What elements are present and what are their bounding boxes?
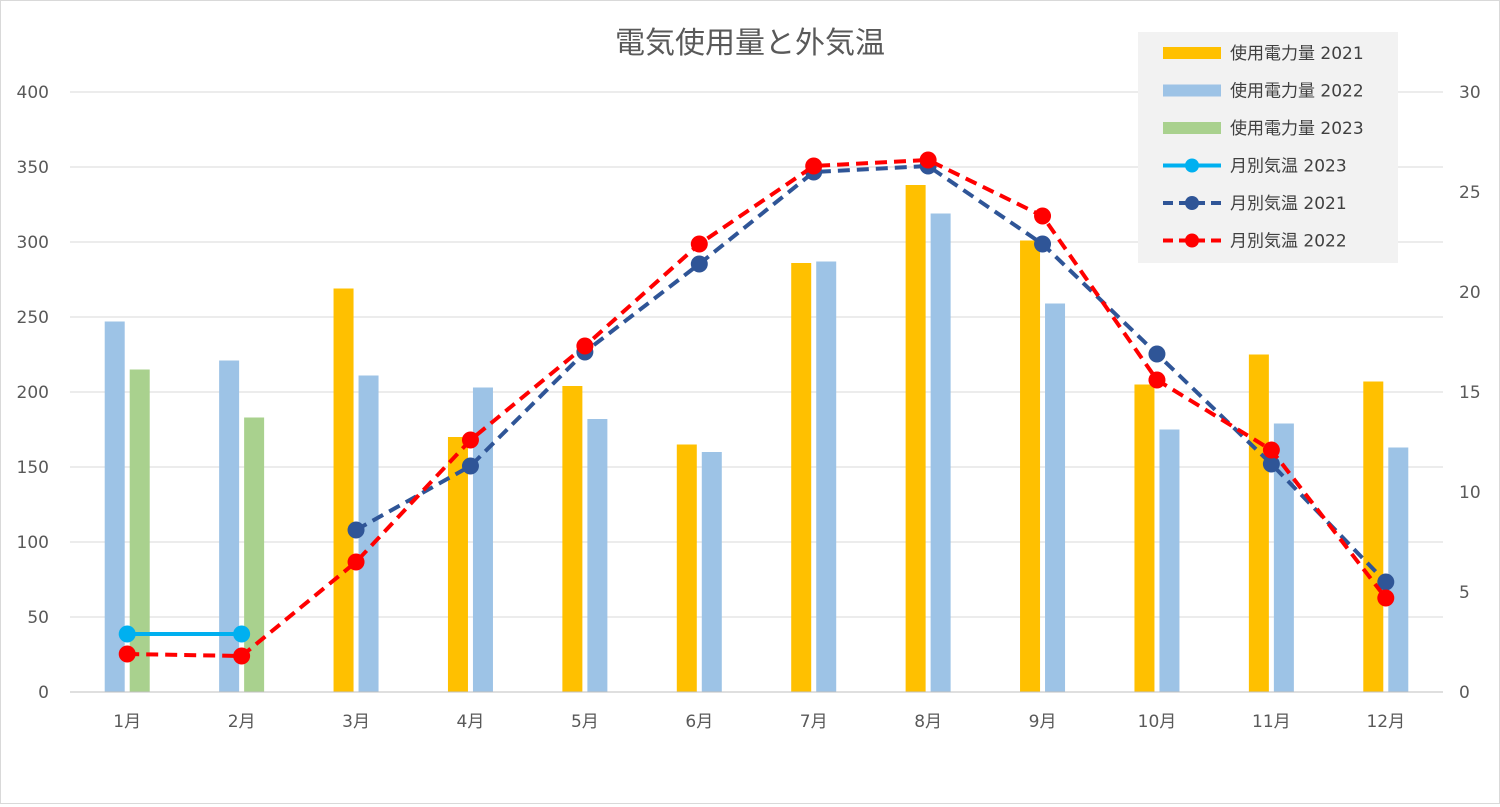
data-point	[347, 521, 365, 539]
right-axis-tick-label: 15	[1459, 383, 1481, 403]
data-point	[1034, 235, 1052, 253]
gridlines	[70, 91, 1443, 693]
left-axis-tick-label: 150	[17, 458, 49, 478]
right-axis-tick-label: 5	[1459, 583, 1470, 603]
bar	[104, 321, 125, 692]
bar	[1273, 423, 1294, 692]
bar	[930, 213, 951, 692]
left-axis-tick-label: 350	[17, 158, 49, 178]
x-axis-tick-label: 10月	[1138, 712, 1177, 732]
x-axis: 1月 2月 3月 4月 5月 6月 7月 8月 9月 10月 11月 12月	[70, 691, 1443, 732]
bar	[1388, 447, 1409, 692]
bar	[219, 360, 240, 692]
right-axis-tick-label: 20	[1459, 283, 1481, 303]
x-axis-tick-label: 5月	[571, 712, 599, 732]
temperature-lines	[118, 151, 1395, 665]
right-axis-tick-label: 10	[1459, 483, 1481, 503]
legend: 使用電力量 2021 使用電力量 2022 使用電力量 2023 月別気温 2023 月…	[1138, 32, 1398, 263]
bar	[587, 419, 608, 692]
bar	[1248, 354, 1269, 692]
data-point	[690, 255, 708, 273]
legend-background	[1138, 32, 1398, 263]
bar	[447, 437, 468, 692]
x-axis-tick-label: 2月	[228, 712, 256, 732]
right-axis-tick-label: 0	[1459, 683, 1470, 703]
bar	[244, 417, 265, 692]
bar	[1363, 381, 1384, 692]
legend-marker	[1185, 196, 1199, 210]
data-point	[233, 647, 251, 665]
right-y-axis: 0 5 10 15 20 25 30	[1459, 83, 1481, 703]
bar	[1045, 303, 1066, 692]
data-point	[919, 151, 937, 169]
x-axis-tick-label: 1月	[113, 712, 141, 732]
bar	[562, 386, 583, 692]
bar	[333, 288, 354, 692]
bar	[905, 185, 926, 692]
x-axis-tick-label: 12月	[1366, 712, 1405, 732]
chart-title: 電気使用量と外気温	[615, 26, 885, 61]
x-axis-tick-label: 11月	[1252, 712, 1291, 732]
legend-marker	[1185, 158, 1199, 173]
x-axis-tick-label: 7月	[800, 712, 828, 732]
legend-label: 月別気温 2021	[1230, 194, 1347, 214]
legend-label: 使用電力量 2022	[1230, 81, 1364, 102]
bar	[1159, 429, 1180, 692]
left-axis-tick-label: 100	[17, 533, 49, 553]
data-point	[1377, 589, 1395, 607]
bars	[104, 185, 1409, 692]
legend-swatch	[1163, 84, 1221, 97]
data-point	[1148, 345, 1166, 363]
legend-label: 月別気温 2023	[1230, 157, 1347, 177]
bar	[1020, 240, 1041, 692]
legend-label: 月別気温 2022	[1230, 232, 1347, 252]
data-point	[576, 337, 594, 355]
bar	[791, 263, 812, 692]
data-point	[805, 157, 823, 175]
x-axis-tick-label: 9月	[1029, 712, 1057, 732]
bar	[816, 261, 837, 692]
data-point	[461, 431, 479, 449]
data-point	[347, 553, 365, 571]
data-point	[690, 235, 708, 253]
data-point	[461, 457, 479, 475]
data-point	[118, 645, 136, 663]
bar	[129, 369, 150, 692]
left-axis-tick-label: 250	[17, 308, 49, 328]
left-axis-tick-label: 400	[17, 83, 49, 103]
left-axis-tick-label: 0	[38, 683, 49, 703]
right-axis-tick-label: 25	[1459, 183, 1481, 203]
bar	[701, 452, 722, 692]
bar	[1134, 384, 1155, 692]
x-axis-tick-label: 8月	[914, 712, 942, 732]
right-axis-tick-label: 30	[1459, 83, 1481, 103]
left-axis-tick-label: 50	[27, 608, 49, 628]
x-axis-tick-label: 3月	[342, 712, 370, 732]
data-point	[1262, 455, 1280, 473]
legend-marker	[1185, 233, 1199, 248]
legend-label: 使用電力量 2021	[1230, 43, 1364, 64]
bar	[676, 444, 697, 692]
legend-label: 使用電力量 2023	[1230, 118, 1364, 139]
left-axis-tick-label: 200	[17, 383, 49, 403]
data-point	[1148, 371, 1166, 389]
series-line	[127, 158, 1388, 658]
legend-swatch	[1163, 47, 1221, 59]
x-axis-tick-label: 6月	[685, 712, 713, 732]
left-axis-tick-label: 300	[17, 233, 49, 253]
series-line	[355, 164, 1388, 584]
data-point	[1034, 207, 1052, 225]
data-point	[1262, 441, 1280, 459]
x-axis-tick-label: 4月	[457, 712, 485, 732]
data-point	[118, 625, 136, 643]
bar	[358, 375, 379, 692]
legend-swatch	[1163, 122, 1221, 134]
left-y-axis: 0 50 100 150 200 250 300 350 400	[17, 83, 49, 703]
data-point	[233, 625, 251, 643]
data-point	[1377, 573, 1395, 591]
